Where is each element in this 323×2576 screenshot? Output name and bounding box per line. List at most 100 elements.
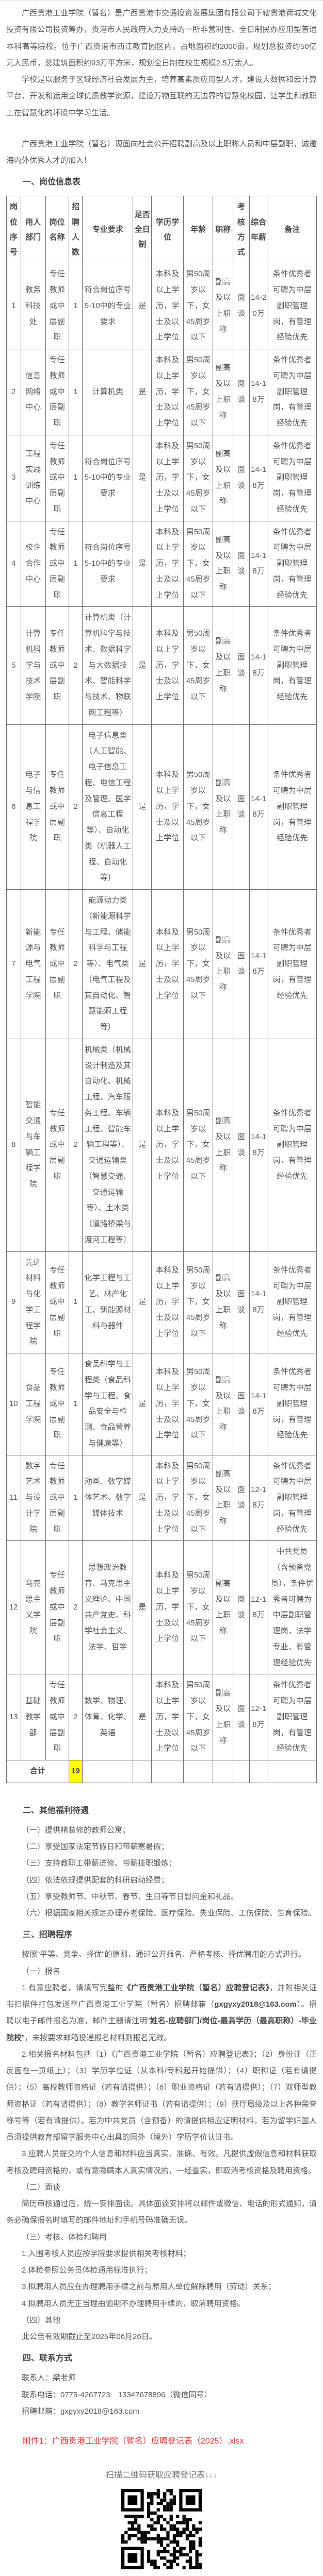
job-table-cell: 14-18万 — [249, 1353, 268, 1455]
job-table-cell: 副高及以上职称 — [213, 1038, 234, 1252]
apply-item-2: 2.相关报名材料包括（1）《广西贵港工业学院（暂名）应聘登记表》；（2）身份证（… — [6, 2049, 317, 2142]
job-table-cell: 是 — [133, 1038, 152, 1252]
job-table-cell: 面谈 — [233, 889, 250, 1039]
job-table-cell: 2 — [68, 1674, 83, 1760]
job-table-cell: 4 — [6, 520, 21, 607]
job-table-cell: 2 — [68, 606, 83, 725]
job-table-cell: 是 — [133, 349, 152, 435]
job-table-header-cell: 招聘人数 — [68, 196, 83, 264]
job-table-cell: 专任教师或中层副职 — [45, 1540, 69, 1675]
job-table-cell: 副高及以上职称 — [213, 889, 234, 1039]
job-table-cell: 12-18万 — [249, 1674, 268, 1760]
attachment-link[interactable]: 附件1：广西贵港工业学院（暂名）应聘登记表（2025）.xlsx — [23, 2437, 244, 2446]
job-table-cell: 男50周岁以下，女45周岁以下 — [183, 1353, 214, 1455]
job-table-header-cell: 考核方式 — [233, 196, 250, 264]
benefit-item: （一）提供精装修的教师公寓； — [22, 1825, 131, 1835]
qr-code-image — [121, 2489, 202, 2569]
job-table-cell: 先进材料与化学工程学院 — [20, 1251, 46, 1353]
job-table-header-cell: 岗位序号 — [6, 196, 21, 264]
job-table-cell: 化学工程与工艺、林产化工、新能源材料与器件 — [82, 1251, 134, 1353]
interview-paragraph: 简历审核通过后，统一安排面谈。具体面谈安排将以邮件或微信、电话的形式通知，请务必… — [6, 2199, 317, 2225]
job-table-cell: 14-18万 — [249, 606, 268, 725]
validity-paragraph: 此公告有效期截止至2025年06月26日。 — [22, 2332, 157, 2341]
job-table-cell: 电子信息类（人工智能、电子信息工程、电信工程及管理、医学信息工程等）、自动化类（… — [82, 724, 134, 890]
job-table-cell: 是 — [133, 1674, 152, 1760]
job-table-cell: 男50周岁以下，女45周岁以下 — [183, 263, 214, 349]
total-label-cell: 合计 — [6, 1760, 69, 1783]
qr-section: 扫描二维码获取应聘登记表↓↓↓ — [6, 2467, 317, 2572]
job-table-cell: 是 — [133, 724, 152, 890]
job-table-cell: 3 — [6, 434, 21, 521]
job-table-cell: 本科及以上学历，学士及以上学位 — [151, 606, 184, 725]
job-table-header-cell: 职称 — [213, 196, 234, 264]
job-table-cell: 11 — [6, 1454, 21, 1541]
benefit-list: （一）提供精装修的教师公寓； （二）享受国家法定节假日和带薪寒暑假； （三）支持教职… — [6, 1822, 317, 1922]
job-table-cell: 本科及以上学历，学士及以上学位 — [151, 263, 184, 349]
job-table-cell: 副高及以上职称 — [213, 1251, 234, 1353]
job-table-cell: 面谈 — [233, 263, 250, 349]
job-table-cell: 是 — [133, 520, 152, 607]
job-table-cell: 动画、数字媒体艺术、数字媒体技术 — [82, 1454, 134, 1541]
job-table-cell: 符合岗位序号5-10中的专业要求 — [82, 520, 134, 607]
job-table-cell: 男50周岁以下，女45周岁以下 — [183, 889, 214, 1039]
job-table-cell: 男50周岁以下，女45周岁以下 — [183, 1674, 214, 1760]
job-table-cell: 面谈 — [233, 1038, 250, 1252]
job-table-cell: 专任教师或中层副职 — [45, 889, 69, 1039]
job-table-cell: 计算机类 — [82, 349, 134, 435]
job-table-row: 9 先进材料与化学工程学院 专任教师或中层副职 1 化学工程与工艺、林产化工、新能源材料… — [6, 1251, 317, 1353]
job-table-cell: 1 — [68, 263, 83, 349]
job-table-cell: 10 — [6, 1353, 21, 1455]
job-table-cell: 2 — [68, 889, 83, 1039]
job-table-cell: 专任教师或中层副职 — [45, 1454, 69, 1541]
job-table-header-row: 岗位序号 用人部门 岗位名称 招聘人数 专业要求 是否全日制 学历学位 年龄 职称 考核方式 综合年… — [6, 196, 317, 264]
job-table-total-row: 合计 19 — [6, 1760, 317, 1783]
job-table-cell: 12 — [6, 1540, 21, 1675]
job-table-cell: 14-18万 — [249, 434, 268, 521]
job-table-cell: 本科及以上学历，学士及以上学位 — [151, 1674, 184, 1760]
section3-title: 三、招聘程序 — [23, 1930, 73, 1940]
job-table-cell: 14-20万 — [249, 263, 268, 349]
job-table-cell: 条件优秀者可聘为中层副职管理岗，有管理经验优先 — [267, 349, 317, 435]
job-table-cell: 1 — [68, 1353, 83, 1455]
job-table-cell: 14-18万 — [249, 349, 268, 435]
job-table-cell: 本科及以上学历，学士及以上学位 — [151, 520, 184, 607]
job-table-cell: 新能源与电气工程学院 — [20, 889, 46, 1039]
job-table-cell: 14-18万 — [249, 1251, 268, 1353]
job-table-cell: 信息网络中心 — [20, 349, 46, 435]
job-table-cell: 本科及以上学历，学士及以上学位 — [151, 1038, 184, 1252]
contact-line: 联系人：梁老师 — [22, 2374, 76, 2383]
job-table-header-cell: 是否全日制 — [133, 196, 152, 264]
exam-item: 3.拟聘用人员应在办理聘用手续之前与原用人单位解除聘用（劳动）关系； — [22, 2282, 276, 2292]
job-table-cell: 条件优秀者可聘为中层副职管理岗，有管理经验优先 — [267, 434, 317, 521]
job-table-cell: 14-18万 — [249, 520, 268, 607]
job-table-cell: 是 — [133, 434, 152, 521]
job-table-header-cell: 用人部门 — [20, 196, 46, 264]
benefit-item: （三）支持教职工带薪进修、带薪挂职锻炼； — [22, 1859, 177, 1868]
job-table-cell: 数学、物理、体育、化学、英语 — [82, 1674, 134, 1760]
apply-item-3: 3.应聘人员提交的个人信息和材料应当真实、准确、有效。凡提供虚假信息和材料获取考… — [6, 2149, 317, 2175]
job-table-cell: 1 — [6, 263, 21, 349]
exam-item: 4.拟聘用人员无正当理由逾期不办理聘用手续的，取消聘用资格。 — [22, 2299, 245, 2308]
benefit-item: （六）根据国家相关规定办理养老保险、医疗保险、失业保险、工伤保险、生育保险。 — [22, 1909, 316, 1918]
job-table-cell: 食品工程学院 — [20, 1353, 46, 1455]
job-table-cell: 面谈 — [233, 349, 250, 435]
job-table-cell: 符合岗位序号5-10中的专业要求 — [82, 263, 134, 349]
job-table-header-cell: 综合年薪 — [249, 196, 268, 264]
job-table-cell: 是 — [133, 263, 152, 349]
job-table-cell: 2 — [68, 724, 83, 890]
job-table-cell: 条件优秀者可聘为中层副职管理岗，有管理经验优先 — [267, 1038, 317, 1252]
empty-cell — [82, 1760, 134, 1783]
benefit-item: （五）享受教师节、中秋节、春节、生日等节日慰问金和礼品。 — [22, 1892, 239, 1901]
job-table-cell: 专任教师或中层副职 — [45, 1038, 69, 1252]
job-table-cell: 面谈 — [233, 1540, 250, 1675]
job-table-cell: 副高及以上职称 — [213, 724, 234, 890]
job-table-cell: 专任教师或中层副职 — [45, 1674, 69, 1760]
job-table-cell: 副高及以上职称 — [213, 1540, 234, 1675]
job-table-cell: 副高及以上职称 — [213, 434, 234, 521]
job-table-cell: 专任教师或中层副职 — [45, 520, 69, 607]
job-table-cell: 本科及以上学历，学士及以上学位 — [151, 1251, 184, 1353]
job-table-cell: 中共党员（含预备党员），条件优秀者可聘为中层副职管理岗，法学专业、有管理经验优先 — [267, 1540, 317, 1675]
empty-cell — [213, 1760, 234, 1783]
job-table-row: 13 基础教学部 专任教师或中层副职 2 数学、物理、体育、化学、英语是本科及以上学历，… — [6, 1674, 317, 1760]
